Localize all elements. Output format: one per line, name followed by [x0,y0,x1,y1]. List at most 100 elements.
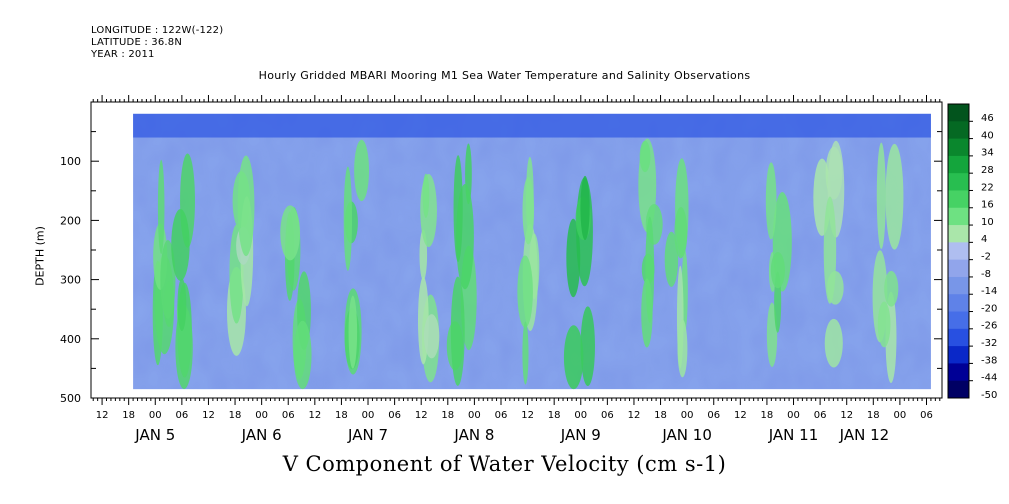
heatmap-green-cell [664,231,679,287]
heatmap-field [133,113,931,390]
x-day-label: JAN 9 [560,426,601,444]
x-hour-label: 12 [308,410,321,421]
colorbar-swatch [948,104,969,122]
heatmap-green-cell [823,196,837,304]
colorbar-swatch [948,155,969,174]
x-hour-label: 06 [814,410,827,421]
x-day-label: JAN 7 [347,426,388,444]
heatmap-green-cell [517,255,533,328]
y-tick-labels: 100 200 300 400 500 [60,155,81,405]
colorbar-label: 46 [981,113,994,124]
colorbar-label: 28 [981,165,994,176]
colorbar-label: -44 [981,373,997,384]
colorbar-swatch [948,225,969,243]
x-hour-label: 12 [734,410,747,421]
x-day-label: JAN 6 [241,426,282,444]
x-hour-label: 00 [362,410,375,421]
x-hour-label: 06 [495,410,508,421]
heatmap-green-cell [348,295,358,369]
heatmap-surface-band [133,113,931,138]
colorbar-label: -14 [981,286,997,297]
heatmap-green-cell [876,142,886,249]
x-hour-label: 00 [574,410,587,421]
x-hour-label: 18 [548,410,561,421]
longitude-label: LONGITUDE : 122W(-122) [91,25,224,36]
colorbar-label: -50 [981,390,997,401]
colorbar-swatch [948,328,969,347]
x-hour-label: 18 [229,410,242,421]
y-tick-label: 400 [60,333,81,346]
x-day-label: JAN 12 [839,426,890,444]
x-hour-label: 06 [175,410,188,421]
colorbar-label: -26 [981,321,997,332]
x-hour-label: 06 [282,410,295,421]
heatmap-green-cell [770,252,785,289]
heatmap-green-cell [293,320,312,390]
colorbar-swatch [948,380,969,399]
heatmap-green-cell [877,301,891,348]
colorbar-swatch [948,276,969,295]
y-axis-title: DEPTH (m) [33,226,47,286]
x-day-label: JAN 10 [661,426,712,444]
colorbar-label: -20 [981,303,997,314]
year-label: YEAR : 2011 [91,49,155,60]
colorbar-label: 10 [981,217,994,228]
y-tick-label: 300 [60,274,81,287]
x-hour-label: 18 [122,410,135,421]
x-hour-label: 00 [468,410,481,421]
colorbar-swatch [948,207,969,226]
x-hour-label: 06 [707,410,720,421]
x-hour-label: 18 [441,410,454,421]
heatmap-green-cell [580,175,590,241]
x-hour-label: 12 [202,410,215,421]
heatmap-green-cell [522,321,529,385]
x-hour-label: 12 [521,410,534,421]
x-hour-label: 18 [761,410,774,421]
x-hour-label: 12 [96,410,109,421]
colorbar-label: -38 [981,355,997,366]
x-hour-label: 00 [681,410,694,421]
heatmap-green-cell [160,239,176,319]
colorbar-swatch [948,138,969,157]
heatmap-green-cell [765,162,777,240]
x-hour-label: 12 [840,410,853,421]
heatmap-green-cell [280,205,301,261]
colorbar-swatch [948,173,969,191]
colorbar-swatch [948,294,969,313]
y-tick-label: 500 [60,392,81,405]
x-hour-label: 06 [601,410,614,421]
x-hour-label: 18 [654,410,667,421]
x-day-label: JAN 8 [453,426,494,444]
colorbar-label: 22 [981,182,994,193]
heatmap-green-cell [766,302,778,368]
colorbar-label: 16 [981,200,994,211]
colorbar-swatch [948,259,969,278]
x-hour-label: 00 [894,410,907,421]
heatmap-green-cell [354,139,370,202]
colorbar-label: 34 [981,148,994,159]
heatmap-green-cell [639,140,651,173]
heatmap-green-cell [157,159,165,255]
x-hour-label: 06 [388,410,401,421]
y-tick-label: 100 [60,155,81,168]
colorbar-swatch [948,311,969,330]
heatmap-green-cell [237,155,255,257]
heatmap-green-cell [522,176,535,245]
chart-title: Hourly Gridded MBARI Mooring M1 Sea Wate… [258,69,751,82]
heatmap-green-cell [885,143,904,250]
colorbar-swatch [948,121,969,140]
x-hour-label: 18 [867,410,880,421]
heatmap-green-cell [580,306,595,387]
x-day-label: JAN 5 [134,426,175,444]
colorbar-swatch [948,242,969,261]
axis-ticks [91,95,942,405]
colorbar-label: -32 [981,338,997,349]
heatmap-green-cell [641,278,653,348]
heatmap-green-cell [423,314,440,359]
heatmap-green-cell [171,209,190,281]
x-tick-labels: 12 18 00 06 12 18 00 06 12 18 00 06 12 18 00 06 12 18 00 06… [96,410,933,444]
colorbar-label: -2 [981,252,991,263]
x-day-label: JAN 11 [768,426,819,444]
heatmap-green-cell [563,325,584,390]
